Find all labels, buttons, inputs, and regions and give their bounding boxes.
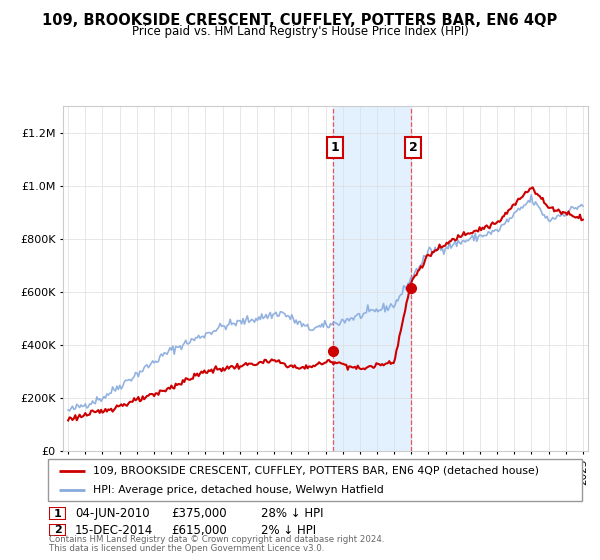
Text: 15-DEC-2014: 15-DEC-2014 (75, 524, 153, 537)
Text: 28% ↓ HPI: 28% ↓ HPI (261, 507, 323, 520)
FancyBboxPatch shape (49, 524, 66, 536)
Text: 1: 1 (331, 141, 340, 154)
Text: £615,000: £615,000 (171, 524, 227, 537)
Text: 2: 2 (54, 525, 61, 535)
Text: 2: 2 (409, 141, 418, 154)
Text: 2% ↓ HPI: 2% ↓ HPI (261, 524, 316, 537)
FancyBboxPatch shape (49, 507, 66, 520)
Text: 04-JUN-2010: 04-JUN-2010 (75, 507, 149, 520)
Bar (333, 106, 410, 451)
Text: This data is licensed under the Open Government Licence v3.0.: This data is licensed under the Open Gov… (49, 544, 325, 553)
Text: 109, BROOKSIDE CRESCENT, CUFFLEY, POTTERS BAR, EN6 4QP (detached house): 109, BROOKSIDE CRESCENT, CUFFLEY, POTTER… (94, 465, 539, 475)
Text: HPI: Average price, detached house, Welwyn Hatfield: HPI: Average price, detached house, Welw… (94, 485, 384, 495)
Text: Contains HM Land Registry data © Crown copyright and database right 2024.: Contains HM Land Registry data © Crown c… (49, 535, 385, 544)
FancyBboxPatch shape (48, 459, 582, 501)
Text: Price paid vs. HM Land Registry's House Price Index (HPI): Price paid vs. HM Land Registry's House … (131, 25, 469, 38)
Text: £375,000: £375,000 (171, 507, 227, 520)
Text: 1: 1 (54, 508, 61, 519)
Text: 109, BROOKSIDE CRESCENT, CUFFLEY, POTTERS BAR, EN6 4QP: 109, BROOKSIDE CRESCENT, CUFFLEY, POTTER… (43, 13, 557, 28)
